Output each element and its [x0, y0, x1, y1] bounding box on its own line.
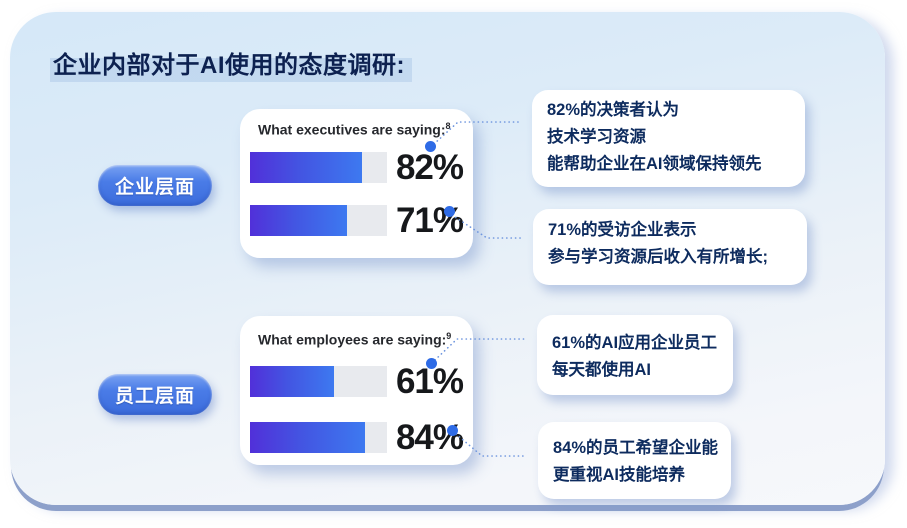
callout-line: 技术学习资源: [547, 128, 646, 146]
callout-line: 61%的AI应用企业员工: [552, 334, 718, 352]
connector-dot-71: [444, 206, 455, 217]
employees-chart-title: What employees are saying:9: [258, 331, 451, 348]
bar-track: [250, 205, 387, 236]
group-label-employee: 员工层面: [98, 374, 212, 415]
callout-84-percent: 84%的员工希望企业能 更重视AI技能培养: [538, 422, 731, 499]
callout-71-percent: 71%的受访企业表示 参与学习资源后收入有所增长;: [533, 209, 807, 285]
callout-line: 更重视AI技能培养: [553, 466, 685, 484]
employees-chart-card: What employees are saying:9 61% 84%: [240, 316, 473, 465]
callout-line: 82%的决策者认为: [547, 101, 680, 119]
callout-line: 参与学习资源后收入有所增长;: [548, 248, 768, 266]
bar-row-emp-2: 84%: [250, 420, 465, 455]
bar-fill: [250, 366, 334, 397]
callout-line: 71%的受访企业表示: [548, 221, 697, 239]
footnote-marker: 9: [446, 331, 452, 341]
page-title-text: 企业内部对于AI使用的态度调研:: [50, 51, 412, 82]
bar-fill: [250, 205, 348, 236]
bar-row-exec-1: 82%: [250, 148, 465, 187]
chart-title-text: What employees are saying:: [258, 331, 447, 348]
bar-fill: [250, 152, 363, 183]
chart-title-text: What executives are saying:: [258, 121, 446, 138]
callout-82-percent: 82%的决策者认为 技术学习资源 能帮助企业在AI领域保持领先: [532, 90, 805, 187]
bar-value-label: 82%: [395, 148, 464, 187]
executives-chart-title: What executives are saying:8: [258, 121, 451, 138]
footnote-marker: 8: [445, 121, 451, 131]
connector-dot-61: [426, 358, 437, 369]
callout-line: 84%的员工希望企业能: [553, 439, 719, 457]
bar-track: [250, 152, 387, 183]
bar-row-emp-1: 61%: [250, 362, 465, 401]
connector-dot-84: [447, 425, 458, 436]
callout-line: 能帮助企业在AI领域保持领先: [547, 155, 762, 173]
bar-fill: [250, 422, 366, 453]
group-label-enterprise: 企业层面: [98, 165, 212, 206]
executives-chart-card: What executives are saying:8 82% 71%: [240, 109, 473, 258]
connector-dot-82: [425, 141, 436, 152]
bar-track: [250, 366, 387, 397]
bar-row-exec-2: 71%: [250, 203, 465, 238]
callout-line: 每天都使用AI: [552, 361, 651, 379]
bar-track: [250, 422, 387, 453]
callout-61-percent: 61%的AI应用企业员工 每天都使用AI: [537, 315, 733, 395]
page-title: 企业内部对于AI使用的态度调研:: [50, 45, 412, 82]
bar-value-label: 61%: [395, 362, 464, 401]
infographic-panel: 企业内部对于AI使用的态度调研: 企业层面 员工层面 What executiv…: [10, 12, 885, 505]
